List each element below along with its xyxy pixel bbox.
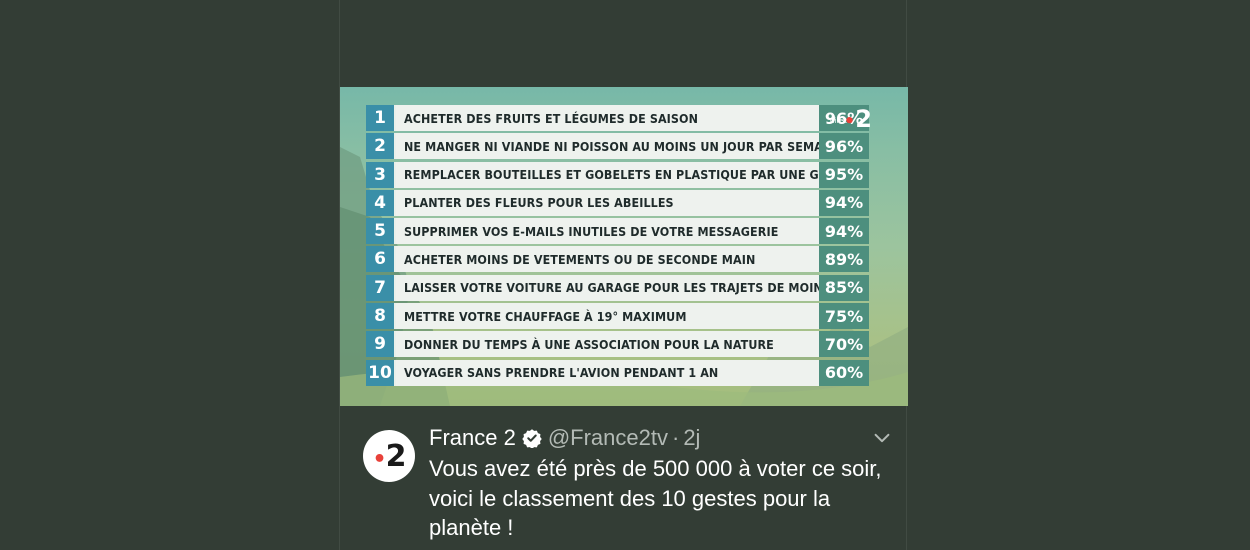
rank-percent: 94% bbox=[819, 218, 869, 245]
rank-percent: 94% bbox=[819, 189, 869, 216]
ranking-row: 1 ACHETER DES FRUITS ET LÉGUMES DE SAISON… bbox=[366, 105, 871, 131]
ranking-row: 4 PLANTER DES FLEURS POUR LES ABEILLES 94% bbox=[366, 189, 871, 216]
rank-number: 6 bbox=[366, 246, 396, 273]
rank-number: 2 bbox=[366, 133, 396, 160]
rank-percent: 75% bbox=[819, 303, 869, 330]
ranking-row: 7 LAISSER VOTRE VOITURE AU GARAGE POUR LE… bbox=[366, 274, 871, 301]
rank-percent: 85% bbox=[819, 274, 869, 301]
rank-number: 7 bbox=[366, 274, 396, 301]
rank-number: 3 bbox=[366, 161, 396, 188]
rank-percent: 96% bbox=[819, 133, 869, 160]
rank-number: 10 bbox=[366, 359, 396, 386]
rank-number: 5 bbox=[366, 218, 396, 245]
tweet-content: France 2 @France2tv · 2j Vous avez été p… bbox=[429, 423, 893, 543]
rank-number: 9 bbox=[366, 331, 396, 358]
rank-number: 4 bbox=[366, 189, 396, 216]
chevron-down-icon[interactable] bbox=[871, 427, 893, 449]
ranking-row: 3 REMPLACER BOUTEILLES ET GOBELETS EN PLA… bbox=[366, 161, 871, 188]
rank-percent: 70% bbox=[819, 331, 869, 358]
tweet-text: Vous avez été près de 500 000 à voter ce… bbox=[429, 456, 882, 540]
rank-number: 8 bbox=[366, 303, 396, 330]
rank-label: NE MANGER NI VIANDE NI POISSON AU MOINS … bbox=[396, 133, 819, 160]
separator-dot: · bbox=[671, 425, 680, 450]
rank-label: PLANTER DES FLEURS POUR LES ABEILLES bbox=[396, 189, 819, 216]
rank-percent: 96% bbox=[819, 105, 869, 131]
ranking-row: 5 SUPPRIMER VOS E-MAILS INUTILES DE VOTRE… bbox=[366, 218, 871, 245]
tweet-header: France 2 @France2tv · 2j bbox=[429, 423, 893, 453]
rank-label: METTRE VOTRE CHAUFFAGE À 19° MAXIMUM bbox=[396, 303, 819, 330]
rank-label: LAISSER VOTRE VOITURE AU GARAGE POUR LES… bbox=[396, 274, 819, 301]
verified-badge-icon bbox=[522, 429, 542, 448]
ranking-row: 2 NE MANGER NI VIANDE NI POISSON AU MOINS… bbox=[366, 133, 871, 160]
avatar[interactable]: •2 bbox=[363, 430, 415, 482]
handle[interactable]: @France2tv bbox=[547, 425, 668, 450]
ranking-list: 1 ACHETER DES FRUITS ET LÉGUMES DE SAISON… bbox=[366, 105, 871, 388]
timestamp[interactable]: 2j bbox=[683, 425, 701, 450]
rank-label: ACHETER MOINS DE VETEMENTS OU DE SECONDE… bbox=[396, 246, 819, 273]
ranking-row: 6 ACHETER MOINS DE VETEMENTS OU DE SECOND… bbox=[366, 246, 871, 273]
tweet-card[interactable]: 1 ACHETER DES FRUITS ET LÉGUMES DE SAISON… bbox=[339, 0, 908, 550]
ranking-row: 10 VOYAGER SANS PRENDRE L'AVION PENDANT 1… bbox=[366, 359, 871, 386]
rank-label: REMPLACER BOUTEILLES ET GOBELETS EN PLAS… bbox=[396, 161, 819, 188]
ranking-row: 8 METTRE VOTRE CHAUFFAGE À 19° MAXIMUM 75% bbox=[366, 303, 871, 330]
rank-percent: 95% bbox=[819, 161, 869, 188]
rank-label: ACHETER DES FRUITS ET LÉGUMES DE SAISON bbox=[396, 105, 819, 131]
rank-label: SUPPRIMER VOS E-MAILS INUTILES DE VOTRE … bbox=[396, 218, 819, 245]
tweet-media-image[interactable]: 1 ACHETER DES FRUITS ET LÉGUMES DE SAISON… bbox=[340, 87, 908, 406]
rank-percent: 60% bbox=[819, 359, 869, 386]
rank-label: DONNER DU TEMPS À UNE ASSOCIATION POUR L… bbox=[396, 331, 819, 358]
direct-tag: direct bbox=[829, 117, 850, 125]
rank-percent: 89% bbox=[819, 246, 869, 273]
display-name[interactable]: France 2 bbox=[429, 425, 516, 450]
avatar-logo: •2 bbox=[372, 438, 407, 474]
ranking-row: 9 DONNER DU TEMPS À UNE ASSOCIATION POUR … bbox=[366, 331, 871, 358]
rank-label: VOYAGER SANS PRENDRE L'AVION PENDANT 1 A… bbox=[396, 359, 819, 386]
channel-logo: •2 bbox=[843, 105, 872, 133]
rank-number: 1 bbox=[366, 105, 396, 131]
